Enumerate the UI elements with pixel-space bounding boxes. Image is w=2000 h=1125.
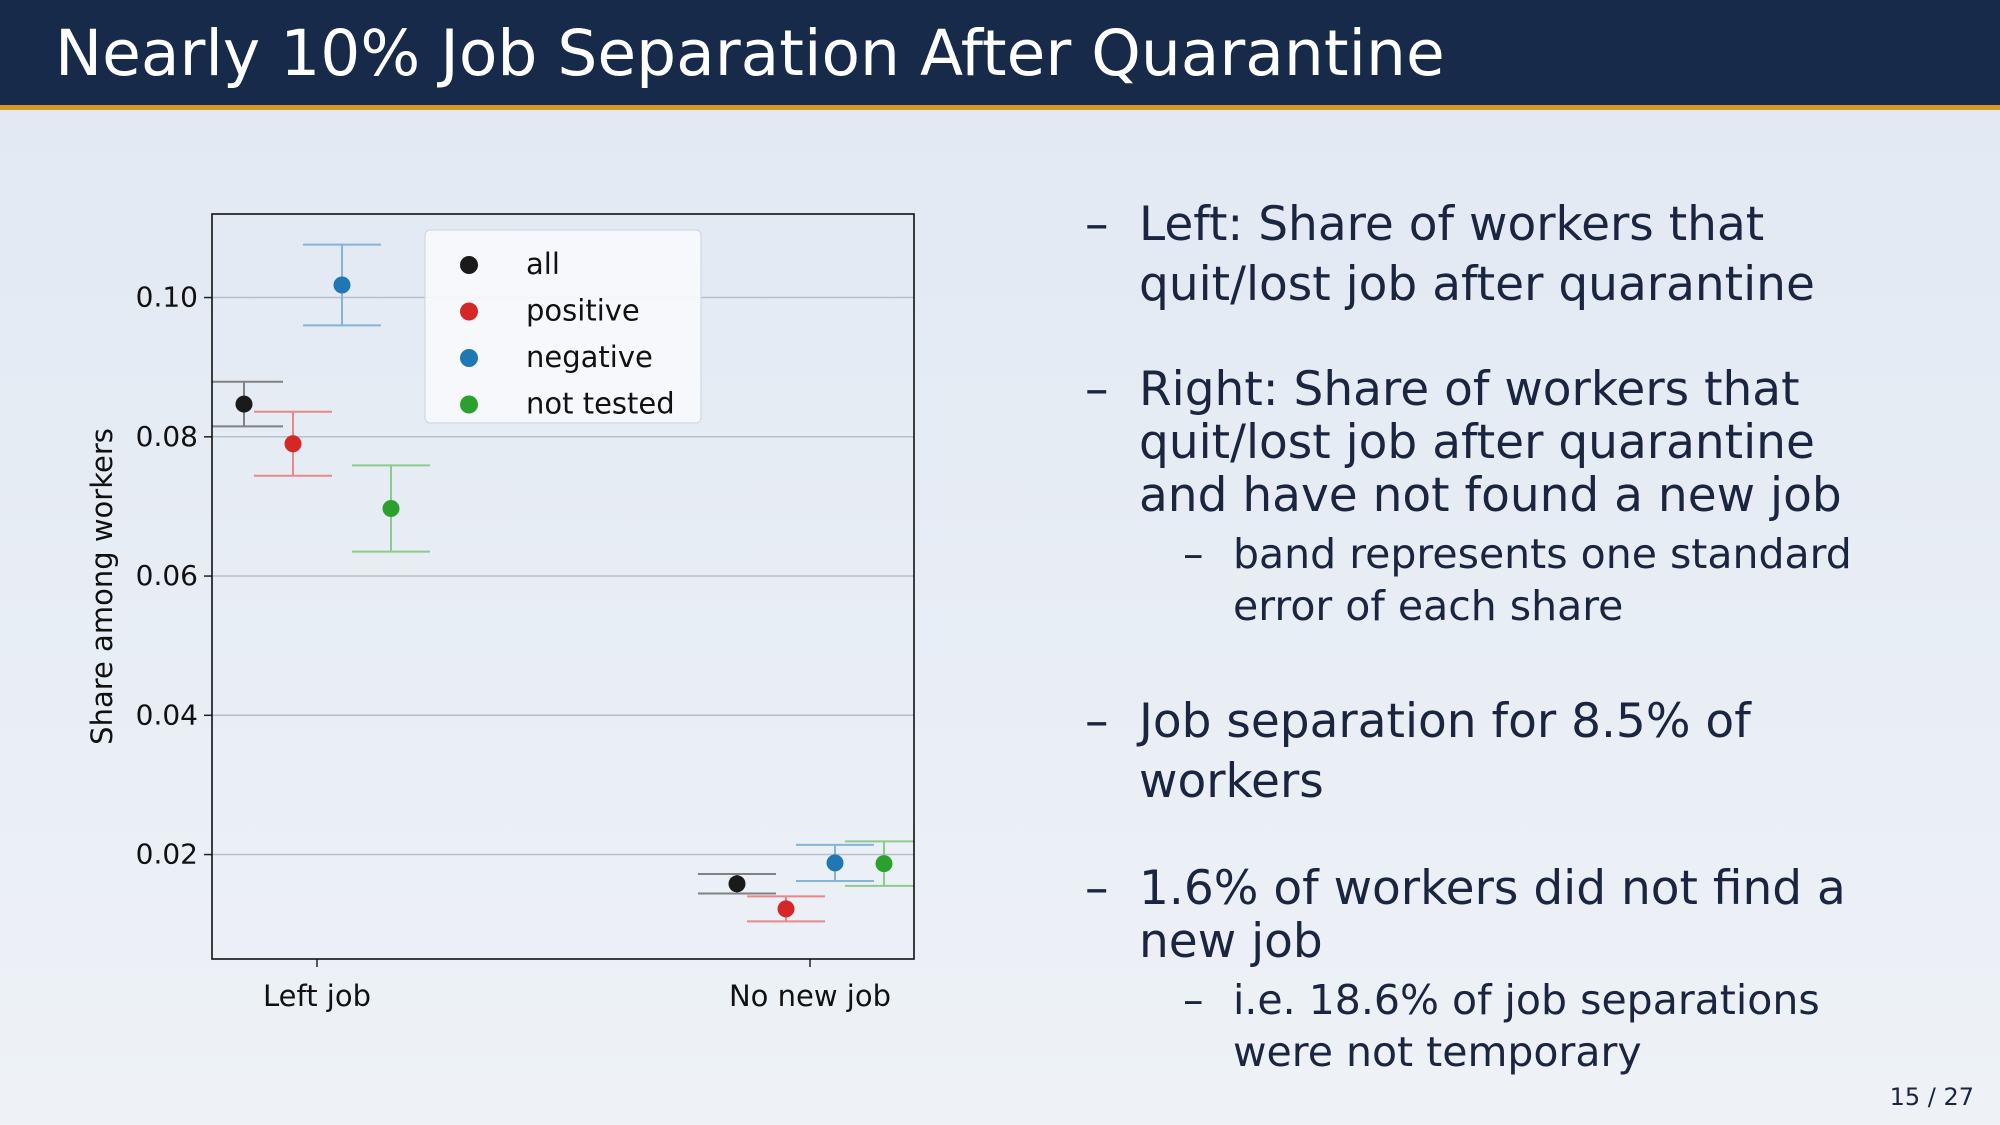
sub-bullet-line: band represents one standard xyxy=(1233,530,1852,578)
plot-frame xyxy=(211,213,915,960)
slide-title: Nearly 10% Job Separation After Quaranti… xyxy=(55,17,1445,90)
y-tick-label: 0.10 xyxy=(136,281,198,314)
legend-box xyxy=(424,229,702,424)
sub-bullet-item: – band represents one standard error of … xyxy=(1183,528,1965,632)
bullet-line: quit/lost job after quarantine xyxy=(1139,257,1815,312)
bullet-item: – Job separation for 8.5% of workers xyxy=(1085,692,1965,812)
bullet-line: quit/lost job after quarantine xyxy=(1139,415,1815,470)
sub-bullet-line: error of each share xyxy=(1233,582,1624,630)
bullet-line: Job separation for 8.5% of xyxy=(1139,694,1751,749)
data-point xyxy=(826,854,844,872)
bullet-dash: – xyxy=(1085,362,1109,417)
y-axis-label: Share among workers xyxy=(85,428,119,745)
data-point xyxy=(728,875,746,893)
legend-marker xyxy=(460,349,478,367)
error-bar-chart: 0.02 0.04 0.06 0.08 0.10 Left job No new job Sh… xyxy=(85,213,915,1013)
bullet-line: 1.6% of workers did not find a xyxy=(1139,861,1846,916)
bullet-list: – Left: Share of workers that quit/lost … xyxy=(1085,195,1965,1078)
page-number: 15 / 27 xyxy=(1889,1083,1974,1111)
sub-bullet-line: i.e. 18.6% of job separations xyxy=(1233,976,1820,1024)
bullet-dash: – xyxy=(1085,197,1109,252)
legend-label: negative xyxy=(526,340,653,374)
bullet-item: – Right: Share of workers that quit/lost… xyxy=(1085,363,1965,522)
bullet-item: – Left: Share of workers that quit/lost … xyxy=(1085,195,1965,315)
data-point xyxy=(382,500,400,518)
sub-bullet-line: were not temporary xyxy=(1233,1028,1642,1076)
sub-bullet-dash: – xyxy=(1183,976,1204,1024)
bullet-line: workers xyxy=(1139,754,1324,809)
legend-marker xyxy=(460,256,478,274)
data-point xyxy=(235,395,253,413)
slide-header: Nearly 10% Job Separation After Quaranti… xyxy=(0,0,2000,110)
legend-marker xyxy=(460,302,478,321)
bullet-dash: – xyxy=(1085,694,1109,749)
data-point xyxy=(875,855,893,873)
sub-bullet-item: – i.e. 18.6% of job separations were not… xyxy=(1183,974,1965,1078)
legend-label: all xyxy=(526,247,560,281)
data-point xyxy=(777,900,795,918)
y-tick-label: 0.06 xyxy=(136,559,198,592)
legend-label: positive xyxy=(526,294,640,328)
data-point xyxy=(333,276,351,294)
data-point xyxy=(284,435,302,453)
y-tick-label: 0.08 xyxy=(136,420,198,453)
bullet-line: and have not found a new job xyxy=(1139,468,1842,523)
bullet-line: new job xyxy=(1139,914,1323,969)
bullet-item: – 1.6% of workers did not find a new job xyxy=(1085,862,1965,968)
bullet-line: Right: Share of workers that xyxy=(1139,362,1800,417)
x-tick-label: Left job xyxy=(263,979,371,1013)
x-tick-label: No new job xyxy=(729,979,891,1013)
y-tick-label: 0.04 xyxy=(136,698,198,731)
y-tick-label: 0.02 xyxy=(136,838,198,871)
bullet-line: Left: Share of workers that xyxy=(1139,197,1765,252)
legend-marker xyxy=(460,395,478,414)
bullet-dash: – xyxy=(1085,861,1109,916)
legend-label: not tested xyxy=(526,387,675,421)
sub-bullet-dash: – xyxy=(1183,530,1204,578)
